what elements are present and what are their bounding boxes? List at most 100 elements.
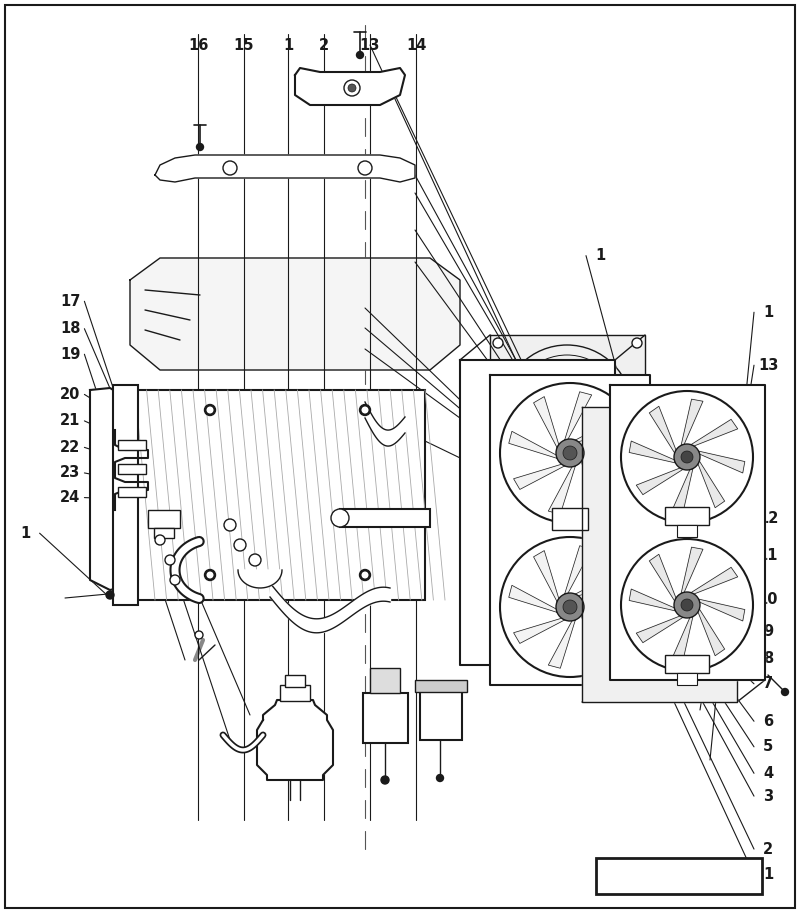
Polygon shape xyxy=(698,599,745,621)
Bar xyxy=(370,668,400,693)
Polygon shape xyxy=(671,616,693,663)
Polygon shape xyxy=(460,360,615,665)
Circle shape xyxy=(234,539,246,551)
Circle shape xyxy=(170,575,180,585)
Bar xyxy=(677,525,697,537)
Text: 1: 1 xyxy=(283,38,293,53)
Polygon shape xyxy=(565,546,592,594)
Bar xyxy=(665,655,709,673)
Circle shape xyxy=(556,439,584,467)
Circle shape xyxy=(621,539,753,671)
Circle shape xyxy=(206,572,214,579)
Bar xyxy=(340,509,430,527)
Text: 2: 2 xyxy=(319,38,329,53)
Text: 16: 16 xyxy=(188,38,209,53)
Text: 8: 8 xyxy=(763,651,773,666)
Polygon shape xyxy=(636,468,683,495)
Polygon shape xyxy=(698,609,725,656)
Text: 5: 5 xyxy=(763,740,773,754)
Bar xyxy=(285,675,305,687)
Polygon shape xyxy=(691,419,738,446)
Circle shape xyxy=(381,776,389,784)
Bar xyxy=(596,858,762,894)
Circle shape xyxy=(512,355,622,465)
Text: 14: 14 xyxy=(406,38,426,53)
Polygon shape xyxy=(610,385,765,680)
Circle shape xyxy=(223,161,237,175)
Bar xyxy=(118,464,146,474)
Polygon shape xyxy=(629,441,675,463)
Text: 9: 9 xyxy=(763,624,773,639)
Text: 20: 20 xyxy=(60,387,81,402)
Text: 1: 1 xyxy=(603,396,613,411)
Bar xyxy=(148,510,180,528)
Bar xyxy=(665,507,709,525)
Text: 15: 15 xyxy=(234,38,254,53)
Circle shape xyxy=(782,688,789,696)
Polygon shape xyxy=(90,388,135,590)
Text: 12: 12 xyxy=(758,511,778,526)
Circle shape xyxy=(205,404,215,415)
Polygon shape xyxy=(155,155,415,182)
Text: 2: 2 xyxy=(763,842,773,856)
Polygon shape xyxy=(257,700,333,780)
Circle shape xyxy=(205,570,215,581)
Bar xyxy=(363,693,408,743)
Polygon shape xyxy=(509,431,557,458)
Bar xyxy=(552,508,588,530)
Circle shape xyxy=(632,338,642,348)
Circle shape xyxy=(500,383,640,523)
Text: 24: 24 xyxy=(60,490,81,505)
Circle shape xyxy=(621,391,753,523)
Text: 19: 19 xyxy=(60,347,81,362)
Circle shape xyxy=(197,143,203,151)
Polygon shape xyxy=(681,547,703,593)
Text: 21: 21 xyxy=(60,414,81,428)
Circle shape xyxy=(344,80,360,96)
Text: 22: 22 xyxy=(60,440,81,455)
Polygon shape xyxy=(671,468,693,515)
Circle shape xyxy=(358,161,372,175)
Polygon shape xyxy=(650,406,676,453)
Polygon shape xyxy=(583,602,631,629)
Bar xyxy=(677,673,697,685)
Polygon shape xyxy=(582,613,606,664)
Bar xyxy=(154,528,174,538)
Circle shape xyxy=(362,572,369,579)
Text: 13: 13 xyxy=(359,38,380,53)
Polygon shape xyxy=(548,466,575,514)
Bar xyxy=(415,680,467,692)
Text: 7: 7 xyxy=(763,677,773,691)
Polygon shape xyxy=(582,407,737,702)
Polygon shape xyxy=(490,335,645,640)
Text: 3: 3 xyxy=(763,789,773,803)
Text: N19 - 0005: N19 - 0005 xyxy=(637,869,722,883)
Polygon shape xyxy=(650,554,676,601)
Circle shape xyxy=(563,600,577,614)
Circle shape xyxy=(502,498,632,628)
Text: 1: 1 xyxy=(595,248,605,263)
Polygon shape xyxy=(130,258,460,370)
Circle shape xyxy=(502,345,632,475)
Text: 1: 1 xyxy=(21,526,30,540)
Text: 18: 18 xyxy=(60,321,81,336)
Circle shape xyxy=(674,444,700,470)
Circle shape xyxy=(512,508,622,618)
Text: 11: 11 xyxy=(758,548,778,562)
Circle shape xyxy=(563,446,577,460)
Bar xyxy=(420,690,462,740)
Circle shape xyxy=(437,774,443,782)
Circle shape xyxy=(206,406,214,414)
Polygon shape xyxy=(629,589,675,611)
Text: 17: 17 xyxy=(60,294,81,309)
Bar xyxy=(135,390,425,600)
Circle shape xyxy=(165,555,175,565)
Bar xyxy=(113,385,138,605)
Polygon shape xyxy=(509,585,557,613)
Circle shape xyxy=(106,591,114,599)
Bar xyxy=(118,440,146,450)
Polygon shape xyxy=(565,392,592,440)
Polygon shape xyxy=(698,461,725,508)
Polygon shape xyxy=(534,396,558,447)
Text: 4: 4 xyxy=(763,766,773,781)
